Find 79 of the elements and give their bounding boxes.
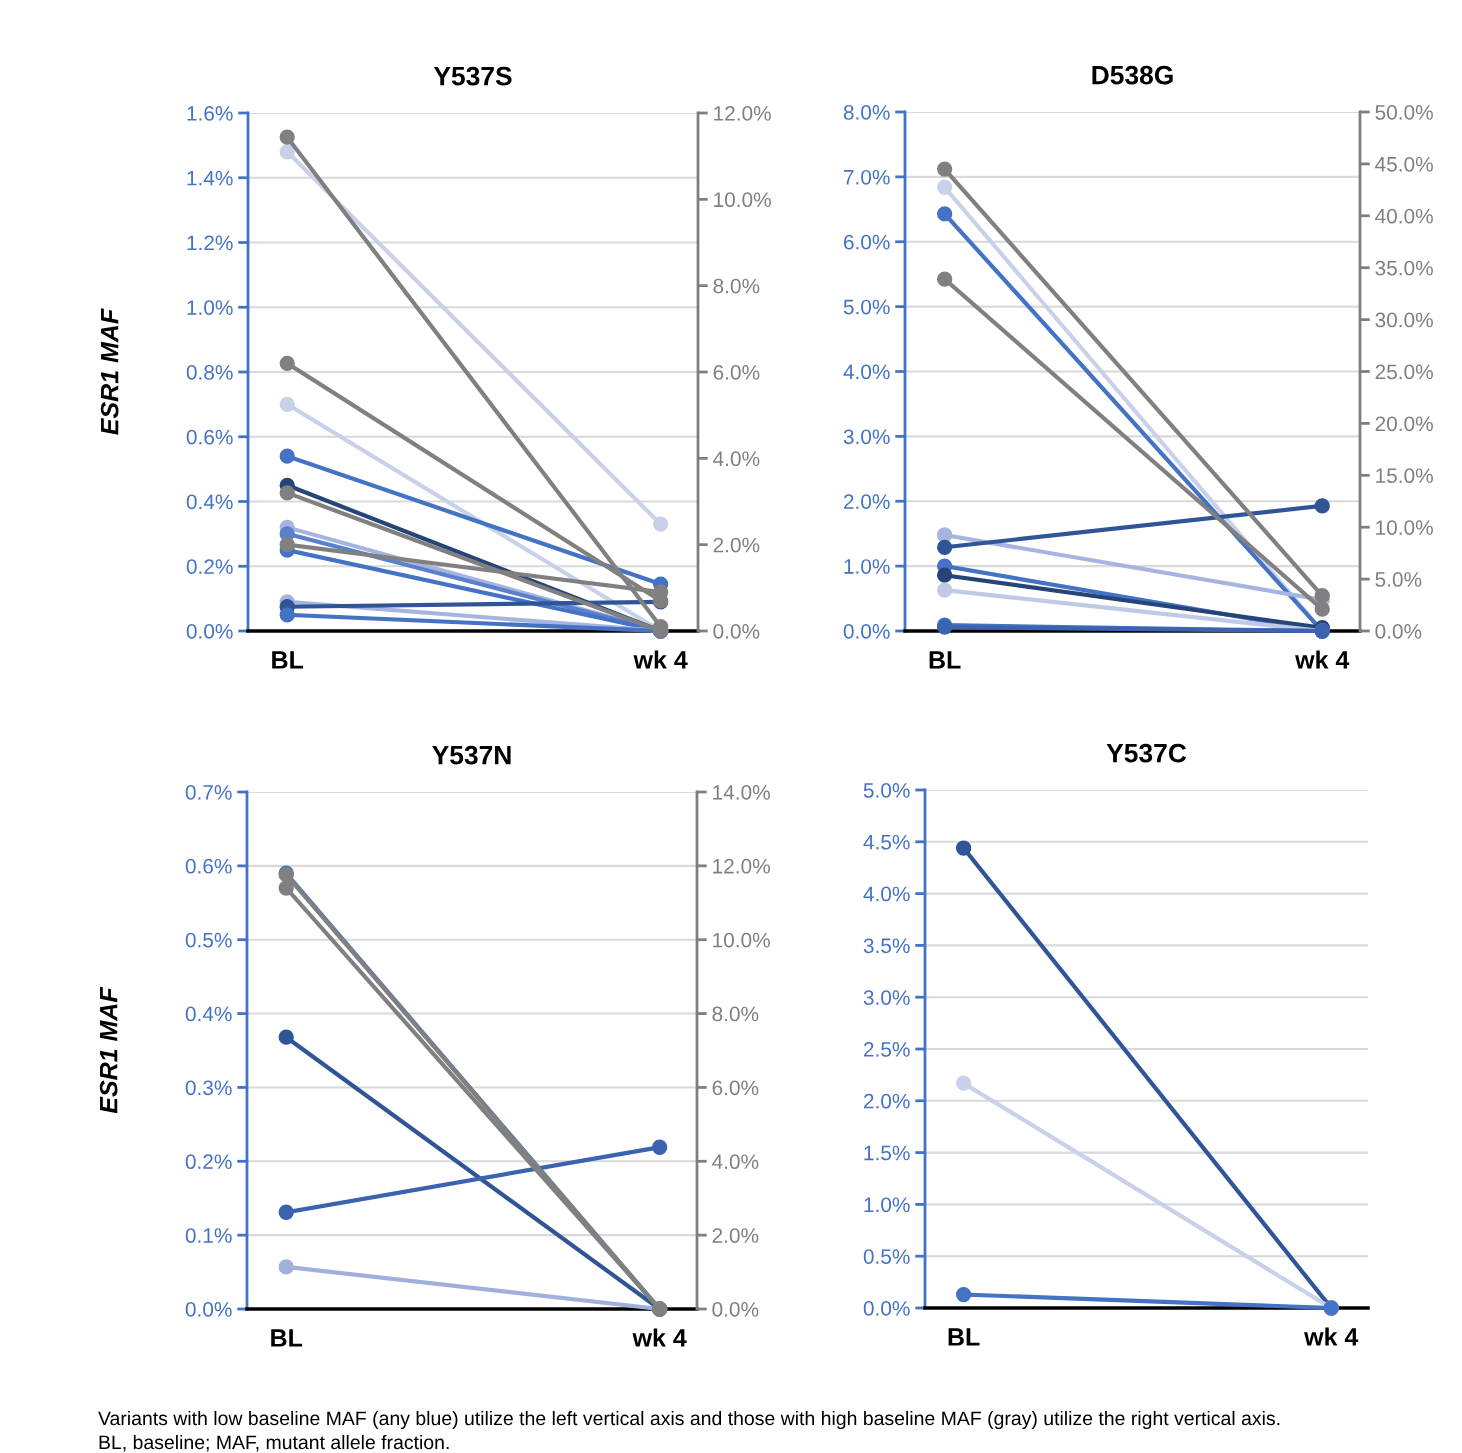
y-tick-label: 0.6% xyxy=(186,429,233,445)
y-tick-label: 1.2% xyxy=(187,235,233,251)
chart-title: D538G xyxy=(1092,65,1173,85)
y2-tick-label: 12.0% xyxy=(713,858,770,874)
y-tick-label: 4.5% xyxy=(863,834,910,850)
y2-tick-label: 2.0% xyxy=(713,537,760,553)
y-tick-label: 3.0% xyxy=(863,990,910,1005)
y-tick-label: 0.0% xyxy=(843,624,890,639)
x-tick-label: wk 4 xyxy=(633,650,688,669)
y-tick-label: 8.0% xyxy=(843,105,890,120)
y-tick-label: 2.5% xyxy=(863,1042,910,1057)
y-tick-label: 7.0% xyxy=(844,169,890,185)
y-axis-title: ESR1 MAF xyxy=(99,986,118,1114)
y2-tick-label: 2.0% xyxy=(712,1228,759,1243)
y-tick-label: 4.0% xyxy=(863,886,910,902)
y2-tick-label: 6.0% xyxy=(712,1080,759,1096)
y-tick-label: 4.0% xyxy=(843,364,890,380)
y2-tick-label: 0.0% xyxy=(713,624,760,639)
y-tick-label: 3.5% xyxy=(863,938,910,954)
chart-title: Y537S xyxy=(433,66,512,86)
x-tick-label: BL xyxy=(271,1329,303,1347)
y-tick-label: 1.0% xyxy=(187,300,233,315)
y-tick-label: 0.0% xyxy=(863,1301,910,1316)
x-tick-label: wk 4 xyxy=(1304,1327,1359,1346)
y-tick-label: 1.4% xyxy=(187,170,233,186)
y2-tick-label: 15.0% xyxy=(1376,468,1433,484)
chart-title: Y537N xyxy=(432,745,511,765)
y2-tick-label: 10.0% xyxy=(713,932,770,948)
y2-tick-label: 12.0% xyxy=(714,106,771,121)
y-tick-label: 0.2% xyxy=(186,559,233,574)
y2-tick-label: 8.0% xyxy=(713,278,760,294)
x-tick-label: BL xyxy=(948,1328,980,1346)
y-tick-label: 1.0% xyxy=(864,1197,910,1213)
y-tick-label: 0.6% xyxy=(185,858,232,874)
text: Variants with low baseline MAF (any blue) utilize the left vertical axis and those with high baseline MAF (gray) utilize the right vertical axis. xyxy=(98,1410,1280,1430)
y2-tick-label: 0.0% xyxy=(712,1302,759,1317)
y-tick-label: 6.0% xyxy=(843,234,890,250)
y2-tick-label: 4.0% xyxy=(713,451,760,467)
y-tick-label: 2.0% xyxy=(863,1093,910,1109)
x-tick-label: wk 4 xyxy=(1295,650,1350,669)
y-tick-label: 0.5% xyxy=(863,1249,910,1264)
x-tick-label: BL xyxy=(272,651,304,669)
y-tick-label: 0.0% xyxy=(185,1302,232,1317)
y-tick-label: 0.4% xyxy=(186,494,233,510)
y-tick-label: 2.0% xyxy=(843,494,890,509)
y2-tick-label: 8.0% xyxy=(712,1006,759,1022)
y2-tick-label: 20.0% xyxy=(1375,416,1433,432)
y2-tick-label: 25.0% xyxy=(1375,364,1433,380)
y-tick-label: 0.7% xyxy=(185,785,232,800)
y-tick-label: 0.2% xyxy=(185,1154,232,1170)
y2-tick-label: 4.0% xyxy=(712,1154,759,1170)
y-tick-label: 0.0% xyxy=(186,624,233,639)
text: BL, baseline; MAF, mutant allele fraction. xyxy=(99,1434,449,1452)
y-axis-title: ESR1 MAF xyxy=(100,308,119,435)
y-tick-label: 0.8% xyxy=(186,365,233,380)
y-tick-label: 1.0% xyxy=(844,559,890,574)
y2-tick-label: 10.0% xyxy=(1376,520,1433,535)
y-tick-label: 3.0% xyxy=(843,429,890,445)
x-tick-label: BL xyxy=(929,651,961,669)
y-tick-label: 0.1% xyxy=(185,1228,232,1243)
y-tick-label: 0.3% xyxy=(185,1080,232,1096)
y-tick-label: 5.0% xyxy=(863,783,910,798)
chart-title: Y537C xyxy=(1106,743,1187,763)
y2-tick-label: 45.0% xyxy=(1375,156,1433,172)
y2-tick-label: 10.0% xyxy=(714,192,771,208)
y2-tick-label: 14.0% xyxy=(713,785,770,800)
y2-tick-label: 40.0% xyxy=(1375,208,1433,224)
y2-tick-label: 50.0% xyxy=(1375,105,1433,120)
y-tick-label: 0.5% xyxy=(185,932,232,948)
y2-tick-label: 5.0% xyxy=(1375,572,1422,587)
y2-tick-label: 30.0% xyxy=(1375,312,1433,328)
y2-tick-label: 0.0% xyxy=(1375,624,1422,639)
y2-tick-label: 6.0% xyxy=(713,365,760,380)
y-tick-label: 0.4% xyxy=(185,1006,232,1022)
y-tick-label: 1.5% xyxy=(864,1145,910,1161)
y-tick-label: 5.0% xyxy=(843,299,890,315)
y-tick-label: 1.6% xyxy=(187,106,233,121)
x-tick-label: wk 4 xyxy=(632,1328,687,1347)
y2-tick-label: 35.0% xyxy=(1375,260,1433,276)
